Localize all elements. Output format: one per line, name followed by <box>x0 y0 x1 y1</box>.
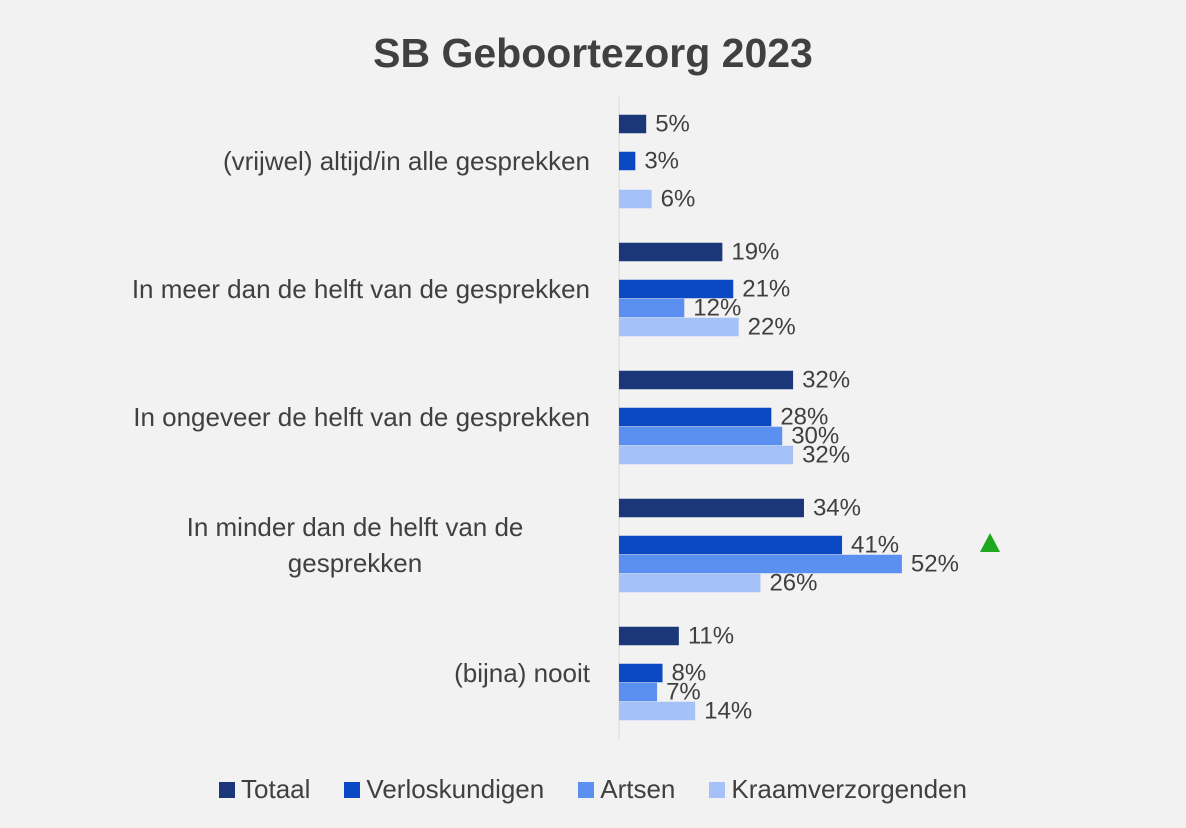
significance-marker <box>980 533 1000 552</box>
category-text: (vrijwel) altijd/in alle gesprekken <box>222 146 590 176</box>
value-label: 14% <box>704 697 752 724</box>
legend-swatch <box>344 781 361 798</box>
category-label: (bijna) nooit <box>454 655 590 691</box>
bar <box>619 663 663 683</box>
bar <box>619 573 761 593</box>
bar <box>619 151 636 171</box>
value-label: 22% <box>748 313 796 340</box>
value-label: 6% <box>661 185 696 212</box>
value-label: 32% <box>802 366 850 393</box>
value-label: 28% <box>780 403 828 430</box>
category-label: In ongeveer de helft van de gesprekken <box>133 399 590 435</box>
bar <box>619 498 804 518</box>
legend-swatch <box>219 781 236 798</box>
value-label: 19% <box>731 238 779 265</box>
value-label: 7% <box>666 678 701 705</box>
legend-swatch <box>709 781 726 798</box>
legend-swatch <box>578 781 595 798</box>
bar <box>619 445 794 465</box>
value-label: 32% <box>802 441 850 468</box>
category-label: In meer dan de helft van de gesprekken <box>132 271 590 307</box>
value-label: 5% <box>655 110 690 137</box>
category-text: In ongeveer de helft van de gesprekken <box>133 402 590 432</box>
value-label: 11% <box>688 622 734 649</box>
legend-item: Totaal <box>219 774 310 805</box>
value-label: 3% <box>644 147 679 174</box>
bar <box>619 682 658 702</box>
bar <box>619 242 723 262</box>
legend-item: Kraamverzorgenden <box>709 774 967 805</box>
value-label: 30% <box>791 422 839 449</box>
value-label: 26% <box>769 569 817 596</box>
legend-item: Artsen <box>578 774 675 805</box>
value-label: 52% <box>911 550 959 577</box>
value-label: 41% <box>851 531 899 558</box>
category-text: (bijna) nooit <box>454 658 590 688</box>
legend-item: Verloskundigen <box>344 774 544 805</box>
bar <box>619 317 739 337</box>
category-text: In minder dan de helft van de gesprekken <box>186 512 524 578</box>
bar <box>619 701 696 721</box>
bar <box>619 407 772 427</box>
legend-label: Kraamverzorgenden <box>731 774 967 804</box>
bar <box>619 114 647 134</box>
category-label: (vrijwel) altijd/in alle gesprekken <box>223 143 590 179</box>
bar <box>619 535 843 555</box>
legend: Totaal Verloskundigen Artsen Kraamverzorgen… <box>0 774 1186 805</box>
legend-label: Totaal <box>241 774 311 804</box>
legend-label: Artsen <box>600 774 676 804</box>
value-label: 21% <box>742 275 790 302</box>
bar <box>619 426 783 446</box>
value-label: 34% <box>813 494 861 521</box>
value-label: 8% <box>672 659 707 686</box>
bar <box>619 298 685 318</box>
legend-label: Verloskundigen <box>366 774 545 804</box>
value-label: 12% <box>693 294 741 321</box>
category-text: In meer dan de helft van de gesprekken <box>131 274 590 304</box>
bar <box>619 279 734 299</box>
bar <box>619 370 794 390</box>
chart-title: SB Geboortezorg 2023 <box>373 30 813 76</box>
bar <box>619 626 679 646</box>
bar <box>619 189 652 209</box>
bar <box>619 554 902 574</box>
category-label: In minder dan de helft van de gesprekken <box>120 509 590 581</box>
